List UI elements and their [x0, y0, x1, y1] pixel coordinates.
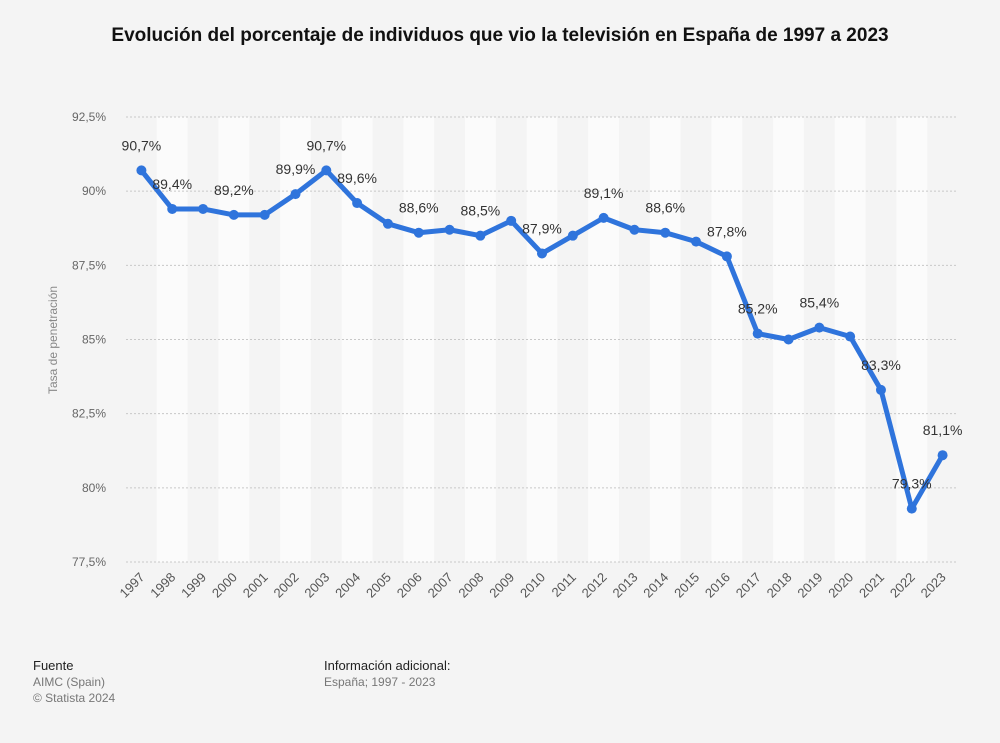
x-tick-label: 2018: [764, 570, 795, 601]
gridlines: [126, 116, 958, 563]
x-tick-label: 2023: [918, 570, 949, 601]
data-point[interactable]: [845, 331, 856, 342]
data-label: 90,7%: [306, 137, 346, 153]
data-label: 88,6%: [645, 200, 685, 216]
data-point[interactable]: [937, 450, 948, 461]
y-tick-label: 80%: [82, 481, 106, 495]
x-tick-label: 2006: [394, 570, 425, 601]
x-axis-ticks: 1997 1998 1999 2000 2001 2002 2003 2004 2005 2006…: [116, 570, 948, 601]
data-label: 85,2%: [738, 301, 778, 317]
data-point[interactable]: [136, 165, 147, 176]
x-tick-label: 2014: [640, 570, 671, 601]
source-heading: Fuente: [33, 658, 74, 673]
data-label: 89,2%: [214, 182, 254, 198]
data-label: 88,6%: [399, 200, 439, 216]
chart-title: Evolución del porcentaje de individuos q…: [111, 25, 889, 46]
data-label: 89,1%: [584, 185, 624, 201]
data-point[interactable]: [198, 203, 209, 214]
additional-info-block: Información adicional: España; 1997 - 20…: [324, 658, 450, 690]
y-tick-label: 92,5%: [72, 110, 106, 124]
data-point[interactable]: [691, 236, 702, 247]
data-point[interactable]: [228, 209, 239, 220]
x-tick-label: 2020: [825, 570, 856, 601]
data-point[interactable]: [906, 503, 917, 514]
source-name[interactable]: AIMC (Spain): [33, 675, 106, 689]
data-point[interactable]: [721, 251, 732, 262]
data-point[interactable]: [290, 189, 301, 200]
y-tick-label: 85%: [82, 333, 106, 347]
data-point[interactable]: [567, 230, 578, 241]
x-tick-label: 2008: [455, 570, 486, 601]
x-tick-label: 2010: [517, 570, 548, 601]
x-tick-label: 2011: [549, 570, 579, 600]
line-chart: 77,5% 80% 82,5% 85% 87,5% 90% 92,5% Tasa de pe…: [46, 110, 963, 601]
data-point[interactable]: [629, 224, 640, 235]
data-point[interactable]: [598, 212, 609, 223]
data-label: 88,5%: [461, 203, 501, 219]
x-tick-label: 2001: [240, 570, 271, 601]
x-tick-label: 1999: [178, 570, 209, 601]
data-point[interactable]: [413, 227, 424, 238]
y-axis-ticks: 77,5% 80% 82,5% 85% 87,5% 90% 92,5%: [72, 110, 106, 569]
x-tick-label: 2007: [425, 570, 456, 601]
y-tick-label: 82,5%: [72, 407, 106, 421]
x-tick-label: 2000: [209, 570, 240, 601]
x-tick-label: 2012: [579, 570, 610, 601]
copyright[interactable]: © Statista 2024: [33, 691, 116, 705]
x-tick-label: 2021: [856, 570, 887, 601]
x-tick-label: 2004: [332, 570, 363, 601]
data-label: 87,8%: [707, 223, 747, 239]
x-tick-label: 2015: [671, 570, 702, 601]
data-point[interactable]: [382, 218, 393, 229]
data-label: 85,4%: [799, 295, 839, 311]
y-tick-label: 90%: [82, 184, 106, 198]
x-tick-label: 2009: [486, 570, 517, 601]
data-point[interactable]: [444, 224, 455, 235]
y-tick-label: 77,5%: [72, 555, 106, 569]
data-point[interactable]: [537, 248, 547, 259]
x-tick-label: 2005: [363, 570, 394, 601]
data-point[interactable]: [814, 322, 825, 333]
additional-info-heading[interactable]: Información adicional:: [324, 658, 451, 673]
data-point[interactable]: [783, 334, 794, 345]
data-label: 81,1%: [923, 422, 963, 438]
data-point[interactable]: [259, 209, 270, 220]
source-block: Fuente AIMC (Spain) © Statista 2024: [33, 658, 115, 706]
x-tick-label: 1997: [116, 570, 147, 601]
y-tick-label: 87,5%: [72, 258, 106, 272]
data-label: 89,9%: [276, 161, 316, 177]
data-labels: 90,7% 89,4% 89,2% 89,9% 90,7% 89,6% 88,6% 88,5%…: [122, 137, 963, 491]
data-label: 89,4%: [152, 176, 192, 192]
data-point[interactable]: [167, 203, 178, 214]
additional-info-text: España; 1997 - 2023: [324, 675, 436, 689]
data-point[interactable]: [475, 230, 486, 241]
data-label: 89,6%: [337, 170, 377, 186]
x-tick-label: 2002: [271, 570, 302, 601]
data-label: 79,3%: [892, 476, 932, 492]
data-point[interactable]: [752, 328, 763, 339]
data-point[interactable]: [321, 165, 332, 176]
data-point[interactable]: [660, 227, 671, 238]
x-tick-label: 2019: [794, 570, 825, 601]
data-point[interactable]: [352, 198, 363, 209]
x-tick-label: 2003: [301, 570, 332, 601]
x-tick-label: 2016: [702, 570, 733, 601]
data-points: [136, 165, 948, 514]
x-tick-label: 2022: [887, 570, 918, 601]
x-tick-label: 1998: [147, 570, 178, 601]
y-axis-title: Tasa de penetración: [46, 286, 60, 394]
data-point[interactable]: [875, 384, 886, 395]
x-tick-label: 2013: [610, 570, 641, 601]
data-label: 87,9%: [522, 220, 562, 236]
data-label: 90,7%: [122, 137, 162, 153]
data-label: 83,3%: [861, 357, 901, 373]
x-tick-label: 2017: [733, 570, 764, 601]
data-point[interactable]: [506, 215, 517, 226]
